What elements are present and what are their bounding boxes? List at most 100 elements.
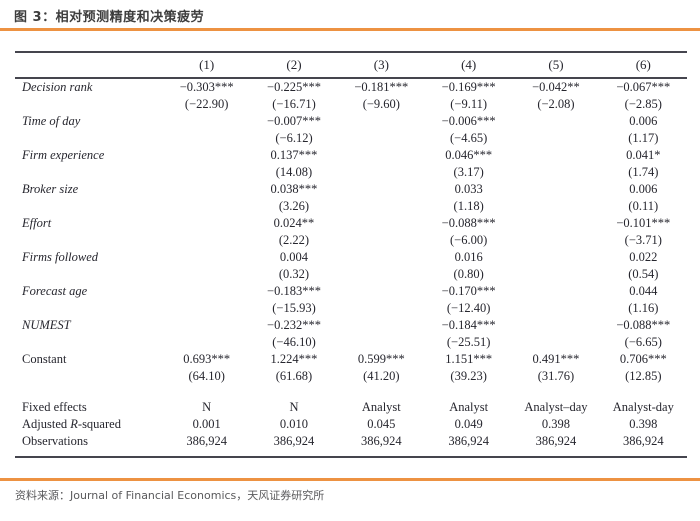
coefficient-value: 0.491***: [532, 352, 580, 366]
column-header: (5): [548, 57, 564, 72]
t-statistic: (0.32): [278, 267, 310, 281]
footer-value: 386,924: [361, 434, 402, 448]
coefficient-value: [512, 249, 599, 266]
coefficient-value: −0.169***: [441, 80, 496, 94]
coefficient-value: −0.006***: [441, 114, 496, 128]
t-statistic: [512, 198, 599, 215]
row-label: Firms followed: [22, 250, 99, 264]
table-row: Constant 0.693*** (64.10) 1.224*** (61.68) 0…: [15, 351, 687, 385]
footer-value: Analyst–day: [524, 400, 588, 414]
t-statistic: (41.20): [363, 369, 400, 383]
coefficient-value: [163, 215, 250, 232]
coefficient-value: 1.224***: [270, 352, 318, 366]
row-label: Forecast age: [22, 284, 88, 298]
coefficient-value: 0.006: [629, 182, 658, 196]
row-label: Effort: [22, 216, 52, 230]
coefficient-value: −0.170***: [441, 284, 496, 298]
footer-value: 0.398: [629, 417, 658, 431]
coefficient-cell: [512, 283, 599, 317]
coefficient-cell: 0.004 (0.32): [250, 249, 337, 283]
coefficient-value: 0.016: [454, 250, 483, 264]
coefficient-value: 0.706***: [619, 352, 667, 366]
t-statistic: (0.54): [628, 267, 659, 281]
coefficient-cell: [163, 113, 250, 147]
coefficient-cell: 0.046*** (3.17): [425, 147, 512, 181]
column-header: (4): [461, 57, 477, 72]
table-footer: Fixed effects N N Analyst Analyst Analyst–da…: [15, 399, 687, 450]
coefficient-value: 0.038***: [270, 182, 318, 196]
t-statistic: (−6.65): [624, 335, 662, 349]
coefficient-value: −0.183***: [267, 284, 321, 298]
source-line: 资料来源：Journal of Financial Economics，天风证券…: [15, 487, 324, 503]
coefficient-cell: −0.006*** (−4.65): [425, 113, 512, 147]
t-statistic: (14.08): [275, 165, 313, 179]
footer-value: N: [289, 400, 299, 414]
t-statistic: [338, 334, 425, 351]
coefficient-cell: [338, 215, 425, 249]
coefficient-value: 0.024**: [273, 216, 315, 230]
coefficient-cell: −0.169*** (−9.11): [425, 79, 512, 113]
coefficient-value: 1.151***: [445, 352, 493, 366]
t-statistic: [338, 300, 425, 317]
source-prefix: 资料来源：: [15, 489, 70, 502]
column-header: (1): [199, 57, 215, 72]
coefficient-value: −0.181***: [354, 80, 409, 94]
coefficient-cell: 0.022 (0.54): [600, 249, 687, 283]
table-row: Time of day −0.007*** (−6.12) −0.006*** (−4…: [15, 113, 687, 147]
coefficient-value: −0.067***: [616, 80, 671, 94]
source-text: Journal of Financial Economics，天风证券研究所: [70, 489, 325, 502]
t-statistic: [512, 266, 599, 283]
coefficient-cell: −0.303*** (−22.90): [163, 79, 250, 113]
coefficient-value: −0.042**: [532, 80, 580, 94]
row-label: Time of day: [22, 114, 81, 128]
table-footer-row: Observations 386,924 386,924 386,924 386,92…: [15, 433, 687, 450]
coefficient-value: 0.044: [629, 284, 658, 298]
coefficient-value: 0.599***: [357, 352, 405, 366]
coefficient-cell: −0.088*** (−6.65): [600, 317, 687, 351]
table-row: Decision rank −0.303*** (−22.90) −0.225***…: [15, 79, 687, 113]
t-statistic: [163, 334, 250, 351]
t-statistic: (−6.12): [275, 131, 313, 145]
coefficient-cell: 0.137*** (14.08): [250, 147, 337, 181]
coefficient-cell: 0.693*** (64.10): [163, 351, 250, 385]
footer-value: 386,924: [448, 434, 489, 448]
t-statistic: (−12.40): [446, 301, 491, 315]
coefficient-cell: −0.184*** (−25.51): [425, 317, 512, 351]
footer-value: 386,924: [622, 434, 664, 448]
t-statistic: (61.68): [275, 369, 313, 383]
coefficient-cell: [338, 147, 425, 181]
coefficient-cell: [512, 113, 599, 147]
t-statistic: (−4.65): [450, 131, 488, 145]
regression-table: (1) (2) (3) (4) (5) (6) Decision rank −0…: [15, 51, 687, 458]
coefficient-cell: [163, 215, 250, 249]
t-statistic: [338, 164, 425, 181]
coefficient-cell: 0.706*** (12.85): [600, 351, 687, 385]
t-statistic: [512, 130, 599, 147]
t-statistic: (1.17): [628, 131, 659, 145]
coefficient-value: [512, 317, 599, 334]
coefficient-value: −0.007***: [267, 114, 321, 128]
coefficient-cell: [338, 283, 425, 317]
t-statistic: (3.17): [453, 165, 484, 179]
row-label: NUMEST: [22, 318, 71, 332]
footer-value: 386,924: [535, 434, 577, 448]
coefficient-value: [338, 249, 425, 266]
footer-value: Analyst-day: [612, 400, 674, 414]
footer-value: Analyst: [361, 400, 401, 414]
coefficient-cell: 0.006 (1.17): [600, 113, 687, 147]
coefficient-cell: −0.007*** (−6.12): [250, 113, 337, 147]
t-statistic: (−9.60): [362, 97, 400, 111]
coefficient-cell: −0.067*** (−2.85): [600, 79, 687, 113]
coefficient-value: [338, 113, 425, 130]
t-statistic: [163, 198, 250, 215]
coefficient-value: −0.232***: [267, 318, 321, 332]
coefficient-cell: 0.491*** (31.76): [512, 351, 599, 385]
t-statistic: (0.11): [628, 199, 659, 213]
t-statistic: [512, 334, 599, 351]
table-top-rule: [15, 51, 687, 53]
coefficient-value: [163, 147, 250, 164]
t-statistic: [163, 130, 250, 147]
t-statistic: [163, 300, 250, 317]
t-statistic: (−3.71): [624, 233, 662, 247]
row-label: Constant: [22, 352, 67, 366]
